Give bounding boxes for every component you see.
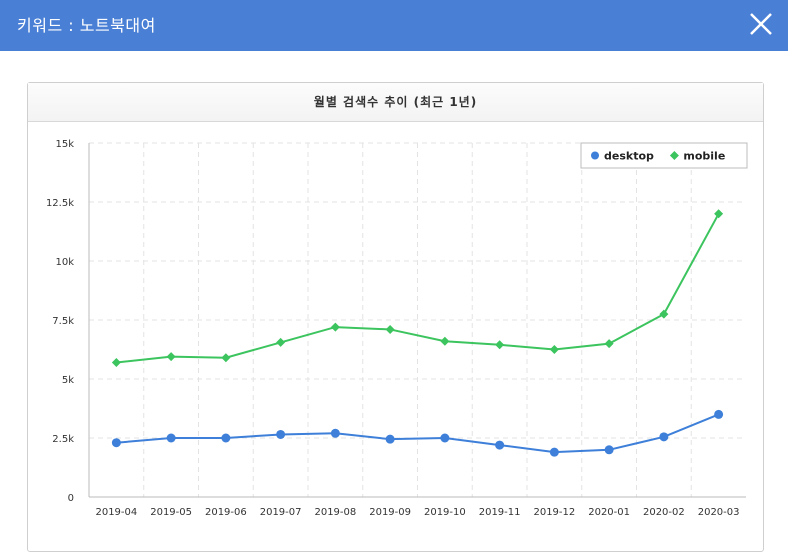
mobile-point [659,309,669,319]
mobile-point [276,337,286,347]
x-tick-label: 2019-07 [260,507,302,518]
mobile-series-line [116,213,720,364]
desktop-point [330,428,340,438]
x-tick-label: 2019-08 [314,507,356,518]
mobile-point [330,322,340,332]
mobile-point [440,336,450,346]
chart-panel-header: 월별 검색수 추이 (최근 1년) [28,83,763,122]
desktop-point [549,447,559,457]
desktop-legend-label: desktop [604,150,654,163]
desktop-point [166,433,176,443]
mobile-point [111,357,121,367]
desktop-point [495,440,505,450]
x-tick-label: 2019-04 [95,507,137,518]
x-tick-label: 2019-12 [533,507,575,518]
y-tick-label: 0 [68,493,74,504]
mobile-legend-marker [669,151,679,160]
mobile-point [221,353,231,363]
desktop-point [221,433,231,443]
desktop-point [604,445,614,455]
y-tick-label: 10k [55,257,74,268]
y-tick-label: 2.5k [52,434,74,445]
x-tick-label: 2020-03 [698,507,740,518]
modal-header: 키워드 : 노트북대여 [0,0,788,51]
y-tick-label: 12.5k [46,198,74,209]
mobile-point [385,324,395,334]
x-tick-label: 2019-09 [369,507,411,518]
mobile-point [495,340,505,350]
mobile-legend-label: mobile [683,150,725,163]
desktop-series-line [116,413,720,454]
mobile-point [604,339,614,349]
close-icon[interactable] [745,8,777,40]
x-tick-label: 2019-10 [424,507,466,518]
desktop-point [659,432,669,442]
desktop-legend-marker [591,151,599,160]
modal-title: 키워드 : 노트북대여 [17,16,156,35]
mobile-point [166,352,176,362]
legend-box [580,142,748,169]
y-tick-label: 7.5k [52,316,74,327]
mobile-point [549,345,559,354]
x-tick-label: 2019-06 [205,507,247,518]
desktop-point [385,434,395,444]
desktop-point [111,438,121,448]
x-tick-label: 2019-05 [150,507,192,518]
chart-title: 월별 검색수 추이 (최근 1년) [313,95,478,109]
mobile-point [714,209,724,219]
y-tick-label: 15k [55,139,74,150]
desktop-point [440,433,450,443]
y-tick-label: 5k [62,375,74,386]
x-tick-label: 2020-02 [643,507,685,518]
x-tick-label: 2019-11 [479,507,521,518]
desktop-point [276,429,286,439]
desktop-point [714,409,724,419]
x-tick-label: 2020-01 [588,507,630,518]
